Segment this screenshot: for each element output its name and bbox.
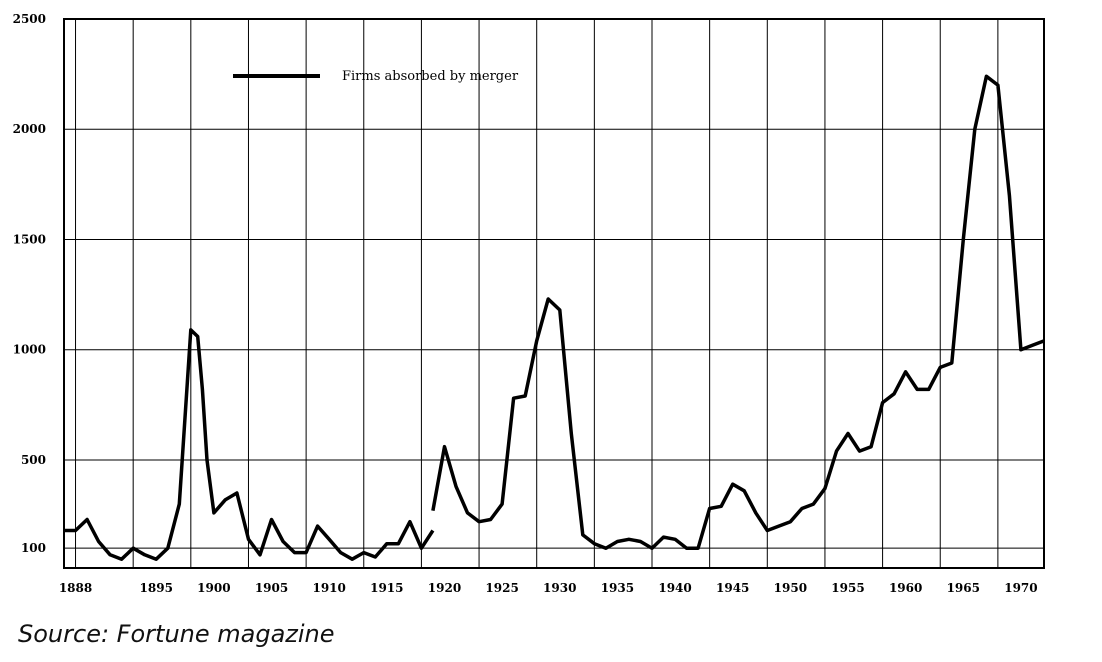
x-tick-label: 1910: [312, 581, 345, 595]
y-tick-label: 500: [21, 453, 46, 467]
x-tick-label: 1888: [59, 581, 92, 595]
x-tick-label: 1915: [370, 581, 403, 595]
x-tick-label: 1935: [601, 581, 634, 595]
x-tick-label: 1955: [831, 581, 864, 595]
x-tick-label: 1895: [140, 581, 173, 595]
x-tick-label: 1960: [889, 581, 922, 595]
x-tick-label: 1930: [543, 581, 576, 595]
x-tick-label: 1945: [716, 581, 749, 595]
y-axis-tick-labels: 100 500 1000 1500 2000 2500: [13, 12, 46, 555]
x-tick-label: 1965: [947, 581, 980, 595]
y-tick-label: 2500: [13, 12, 46, 26]
x-axis-tick-labels: 1888 1895 1900 1905 1910 1915 1920 1925 1930 1935…: [59, 581, 1038, 595]
y-tick-label: 2000: [13, 122, 46, 136]
x-tick-label: 1900: [197, 581, 230, 595]
x-tick-label: 1970: [1004, 581, 1037, 595]
x-tick-label: 1950: [774, 581, 807, 595]
series-line-segment-1: [64, 328, 435, 561]
source-caption: Source: Fortune magazine: [18, 620, 335, 648]
y-tick-label: 1000: [13, 343, 46, 357]
x-tick-label: 1940: [658, 581, 691, 595]
series-line-segment-2: [431, 74, 1045, 550]
plot-frame: [63, 18, 1045, 569]
y-tick-label: 1500: [13, 232, 46, 246]
series-lines: [64, 74, 1045, 561]
legend: Firms absorbed by merger: [233, 69, 519, 84]
x-tick-label: 1925: [485, 581, 518, 595]
x-tick-label: 1905: [255, 581, 288, 595]
x-tick-label: 1920: [428, 581, 461, 595]
legend-label: Firms absorbed by merger: [342, 69, 519, 84]
y-tick-label: 100: [21, 541, 46, 555]
